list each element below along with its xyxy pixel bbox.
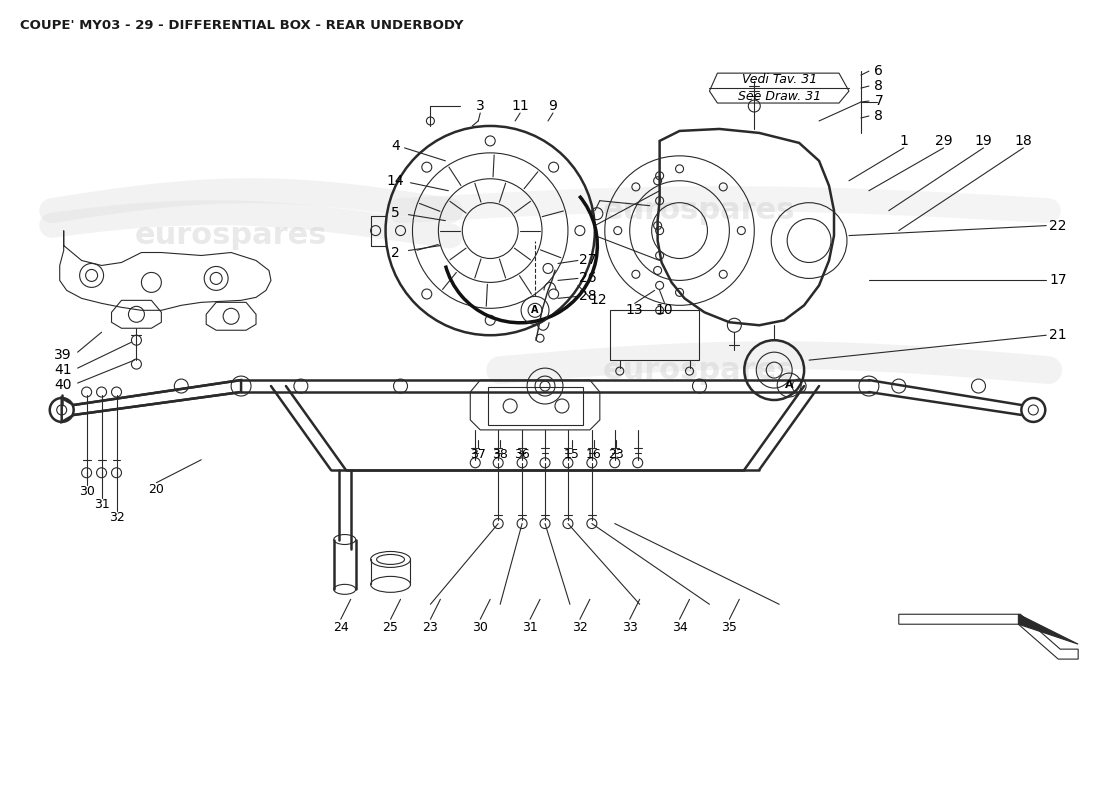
Text: 8: 8 <box>874 79 883 93</box>
Text: 15: 15 <box>564 448 580 462</box>
Text: 10: 10 <box>656 303 673 318</box>
Text: 34: 34 <box>672 621 688 634</box>
Text: 1: 1 <box>900 134 909 148</box>
Text: 31: 31 <box>94 498 109 511</box>
Text: 35: 35 <box>722 621 737 634</box>
Text: 11: 11 <box>512 99 529 113</box>
Text: 2: 2 <box>392 246 400 259</box>
Text: 12: 12 <box>588 294 606 307</box>
Text: See Draw. 31: See Draw. 31 <box>738 90 821 102</box>
Text: 5: 5 <box>392 206 400 220</box>
Text: 40: 40 <box>54 378 72 392</box>
Text: 20: 20 <box>148 483 164 496</box>
Text: 36: 36 <box>514 448 530 462</box>
Text: 41: 41 <box>54 363 72 377</box>
Text: 29: 29 <box>935 134 953 148</box>
Text: 33: 33 <box>621 621 638 634</box>
Text: 28: 28 <box>579 290 596 303</box>
Text: 19: 19 <box>975 134 992 148</box>
Text: 8: 8 <box>874 109 883 123</box>
Text: eurospares: eurospares <box>603 196 795 225</box>
Text: 32: 32 <box>572 621 587 634</box>
Text: 23: 23 <box>422 621 438 634</box>
Text: COUPE' MY03 - 29 - DIFFERENTIAL BOX - REAR UNDERBODY: COUPE' MY03 - 29 - DIFFERENTIAL BOX - RE… <box>20 19 463 32</box>
Text: 30: 30 <box>472 621 488 634</box>
Text: 25: 25 <box>383 621 398 634</box>
Text: 13: 13 <box>626 303 644 318</box>
Text: 9: 9 <box>549 99 558 113</box>
Text: 16: 16 <box>586 448 602 462</box>
Text: 3: 3 <box>476 99 485 113</box>
Text: 39: 39 <box>54 348 72 362</box>
Text: eurospares: eurospares <box>135 221 328 250</box>
Text: 31: 31 <box>522 621 538 634</box>
Text: 4: 4 <box>392 139 400 153</box>
Text: 7: 7 <box>874 94 883 108</box>
Text: 14: 14 <box>387 174 405 188</box>
Text: 17: 17 <box>1049 274 1067 287</box>
Text: 26: 26 <box>579 271 596 286</box>
Polygon shape <box>1019 614 1078 644</box>
Text: 22: 22 <box>1049 218 1067 233</box>
Text: 24: 24 <box>333 621 349 634</box>
Text: 21: 21 <box>1049 328 1067 342</box>
Text: 30: 30 <box>79 485 95 498</box>
Text: Vedi Tav. 31: Vedi Tav. 31 <box>741 73 817 86</box>
Text: eurospares: eurospares <box>603 356 795 385</box>
Text: A: A <box>531 306 539 315</box>
Text: 32: 32 <box>109 511 124 524</box>
Text: A: A <box>785 380 793 390</box>
Text: 38: 38 <box>492 448 508 462</box>
Text: 18: 18 <box>1014 134 1032 148</box>
Text: 23: 23 <box>608 448 624 462</box>
Text: 27: 27 <box>579 254 596 267</box>
Text: 6: 6 <box>874 64 883 78</box>
Text: 37: 37 <box>471 448 486 462</box>
